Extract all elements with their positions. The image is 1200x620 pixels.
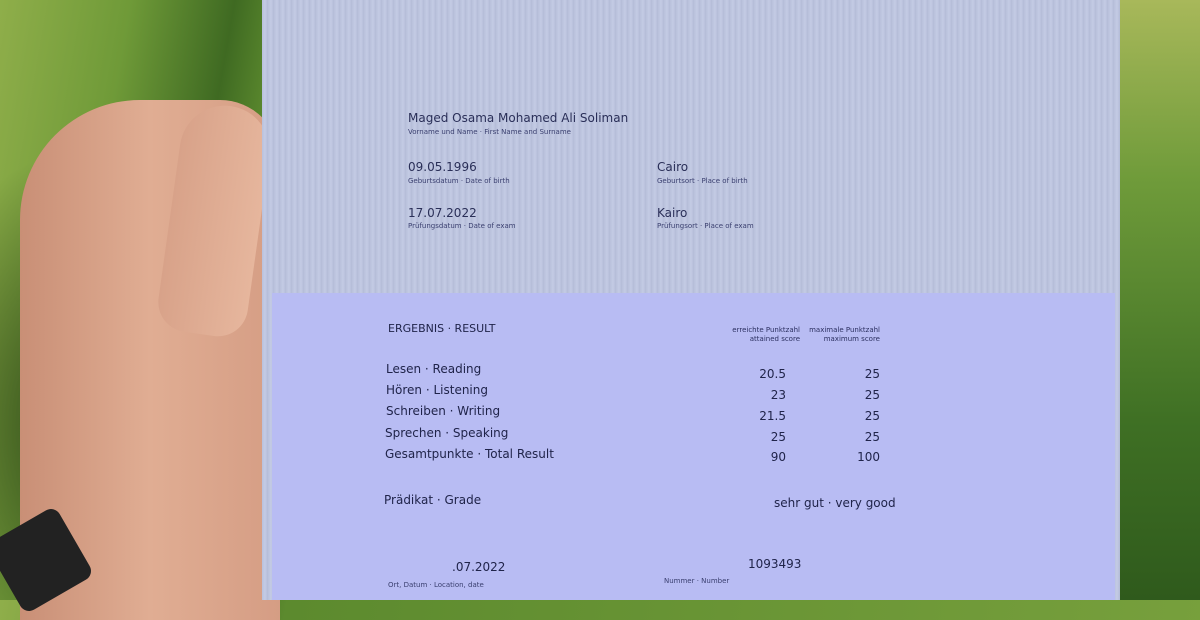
result-title: ERGEBNIS · RESULT	[388, 322, 496, 335]
attained-score-header: erreichte Punktzahl attained score	[690, 326, 800, 344]
row-label: Gesamtpunkte · Total Result	[385, 447, 554, 461]
name-label: Vorname und Name · First Name and Surnam…	[408, 128, 571, 136]
row-max: 100	[857, 450, 880, 464]
dob-value: 09.05.1996	[408, 160, 477, 174]
exam-date-label: Prüfungsdatum · Date of exam	[408, 222, 516, 230]
dob-label: Geburtsdatum · Date of birth	[408, 177, 510, 185]
row-max: 25	[864, 430, 880, 444]
row-score: 23	[770, 388, 786, 402]
pob-label: Geburtsort · Place of birth	[657, 177, 748, 185]
number-label: Nummer · Number	[664, 577, 730, 585]
row-score: 25	[770, 430, 786, 444]
row-label: Sprechen · Speaking	[385, 426, 509, 440]
row-score: 21.5	[759, 409, 786, 423]
name-value: Maged Osama Mohamed Ali Soliman	[408, 111, 629, 125]
row-max: 25	[864, 409, 880, 423]
grass-background	[1115, 0, 1200, 600]
result-panel: ERGEBNIS · RESULT erreichte Punktzahl at…	[272, 293, 1115, 600]
row-label: Schreiben · Writing	[386, 404, 501, 418]
row-label: Hören · Listening	[386, 383, 488, 397]
max-score-header: maximale Punktzahl maximum score	[770, 326, 880, 344]
grade-value: sehr gut · very good	[774, 496, 896, 510]
row-max: 25	[864, 367, 880, 381]
max-header-de: maximale Punktzahl	[809, 326, 880, 334]
attained-header-en: attained score	[749, 335, 800, 343]
row-score: 20.5	[759, 367, 786, 381]
row-max: 25	[864, 388, 880, 402]
issue-date-value: .07.2022	[452, 560, 506, 574]
pob-value: Cairo	[657, 160, 689, 174]
max-header-en: maximum score	[823, 335, 880, 343]
grade-label: Prädikat · Grade	[384, 493, 482, 507]
row-label: Lesen · Reading	[386, 362, 482, 376]
issue-date-label: Ort, Datum · Location, date	[388, 581, 484, 589]
exam-place-value: Kairo	[657, 206, 688, 220]
row-score: 90	[770, 450, 786, 464]
exam-date-value: 17.07.2022	[408, 206, 477, 220]
exam-place-label: Prüfungsort · Place of exam	[657, 222, 754, 230]
attained-header-de: erreichte Punktzahl	[732, 326, 800, 334]
certificate-number: 1093493	[748, 557, 802, 571]
